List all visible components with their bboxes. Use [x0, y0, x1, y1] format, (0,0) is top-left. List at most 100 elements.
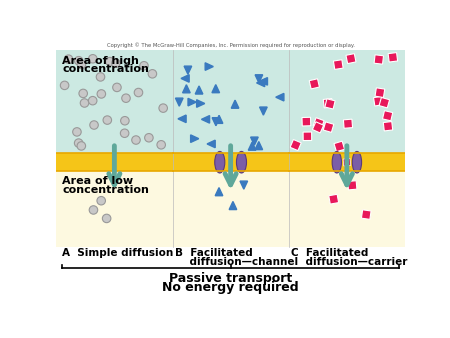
- Ellipse shape: [352, 151, 362, 173]
- Circle shape: [77, 142, 86, 150]
- Circle shape: [103, 116, 112, 124]
- Text: No energy required: No energy required: [162, 281, 299, 294]
- Polygon shape: [333, 60, 343, 69]
- Bar: [56, 153, 172, 171]
- Circle shape: [157, 141, 166, 149]
- Polygon shape: [303, 132, 312, 141]
- Polygon shape: [195, 86, 203, 94]
- Bar: [56, 41, 405, 50]
- Polygon shape: [309, 79, 320, 89]
- Polygon shape: [343, 119, 353, 128]
- Polygon shape: [276, 93, 284, 101]
- Circle shape: [74, 139, 83, 147]
- Circle shape: [89, 96, 97, 105]
- Circle shape: [106, 57, 114, 66]
- Bar: [56, 171, 172, 247]
- Polygon shape: [207, 140, 215, 148]
- Polygon shape: [256, 79, 265, 87]
- Circle shape: [112, 83, 121, 92]
- Ellipse shape: [236, 151, 247, 173]
- Text: C  Facilitated: C Facilitated: [291, 248, 369, 259]
- Polygon shape: [374, 55, 383, 64]
- Polygon shape: [375, 88, 385, 97]
- Polygon shape: [215, 188, 223, 196]
- Text: B  Facilitated: B Facilitated: [175, 248, 252, 259]
- Polygon shape: [361, 210, 371, 219]
- Polygon shape: [388, 53, 398, 62]
- Polygon shape: [251, 137, 258, 145]
- Circle shape: [60, 81, 69, 90]
- Polygon shape: [191, 135, 199, 142]
- Circle shape: [144, 134, 153, 142]
- Polygon shape: [346, 54, 356, 64]
- Polygon shape: [312, 122, 324, 133]
- Circle shape: [134, 88, 143, 97]
- Bar: [172, 153, 289, 171]
- Circle shape: [159, 104, 167, 112]
- Ellipse shape: [215, 151, 225, 173]
- Circle shape: [132, 136, 140, 144]
- Circle shape: [148, 70, 157, 78]
- Circle shape: [122, 94, 130, 102]
- Polygon shape: [313, 118, 324, 128]
- Polygon shape: [325, 99, 335, 109]
- Bar: [172, 50, 289, 153]
- Circle shape: [112, 59, 120, 68]
- Polygon shape: [348, 181, 357, 190]
- Text: Area of high: Area of high: [63, 56, 140, 66]
- Text: concentration: concentration: [63, 185, 149, 195]
- Text: A  Simple diffusion: A Simple diffusion: [63, 248, 174, 259]
- Bar: [289, 171, 405, 247]
- Polygon shape: [382, 111, 393, 121]
- Circle shape: [89, 206, 98, 214]
- Text: Area of low: Area of low: [63, 176, 134, 186]
- Polygon shape: [178, 115, 186, 123]
- Polygon shape: [176, 98, 183, 106]
- Text: concentration: concentration: [63, 65, 149, 74]
- Polygon shape: [334, 141, 345, 152]
- Circle shape: [102, 214, 111, 223]
- Circle shape: [121, 117, 129, 125]
- Polygon shape: [248, 142, 256, 150]
- Polygon shape: [181, 75, 189, 82]
- Polygon shape: [329, 194, 339, 204]
- Polygon shape: [202, 116, 210, 123]
- Circle shape: [74, 56, 83, 65]
- Circle shape: [140, 62, 148, 70]
- Bar: [289, 153, 405, 171]
- Polygon shape: [188, 98, 196, 106]
- Polygon shape: [184, 66, 192, 74]
- Polygon shape: [229, 201, 237, 210]
- Polygon shape: [212, 84, 220, 93]
- Text: diffusion—channel: diffusion—channel: [175, 257, 298, 267]
- Bar: [289, 50, 405, 153]
- Circle shape: [79, 89, 87, 98]
- Ellipse shape: [332, 151, 342, 173]
- Circle shape: [120, 129, 129, 138]
- Polygon shape: [323, 122, 334, 132]
- Polygon shape: [255, 142, 263, 150]
- Polygon shape: [259, 78, 267, 85]
- Polygon shape: [183, 85, 190, 93]
- Polygon shape: [255, 75, 263, 83]
- Polygon shape: [383, 122, 393, 131]
- Polygon shape: [197, 100, 205, 107]
- Circle shape: [90, 121, 98, 129]
- Polygon shape: [323, 98, 333, 108]
- Circle shape: [80, 99, 89, 107]
- Circle shape: [97, 90, 106, 98]
- Polygon shape: [215, 115, 223, 123]
- Circle shape: [89, 54, 97, 63]
- Polygon shape: [302, 117, 311, 126]
- Polygon shape: [290, 140, 301, 151]
- Circle shape: [77, 60, 86, 69]
- Text: Copyright © The McGraw-Hill Companies, Inc. Permission required for reproduction: Copyright © The McGraw-Hill Companies, I…: [107, 42, 355, 48]
- Circle shape: [96, 73, 105, 81]
- Circle shape: [64, 55, 73, 64]
- Polygon shape: [343, 159, 351, 166]
- Bar: [172, 171, 289, 247]
- Bar: [56, 247, 405, 301]
- Circle shape: [72, 128, 81, 136]
- Polygon shape: [240, 181, 248, 189]
- Text: Passive transport: Passive transport: [169, 271, 292, 285]
